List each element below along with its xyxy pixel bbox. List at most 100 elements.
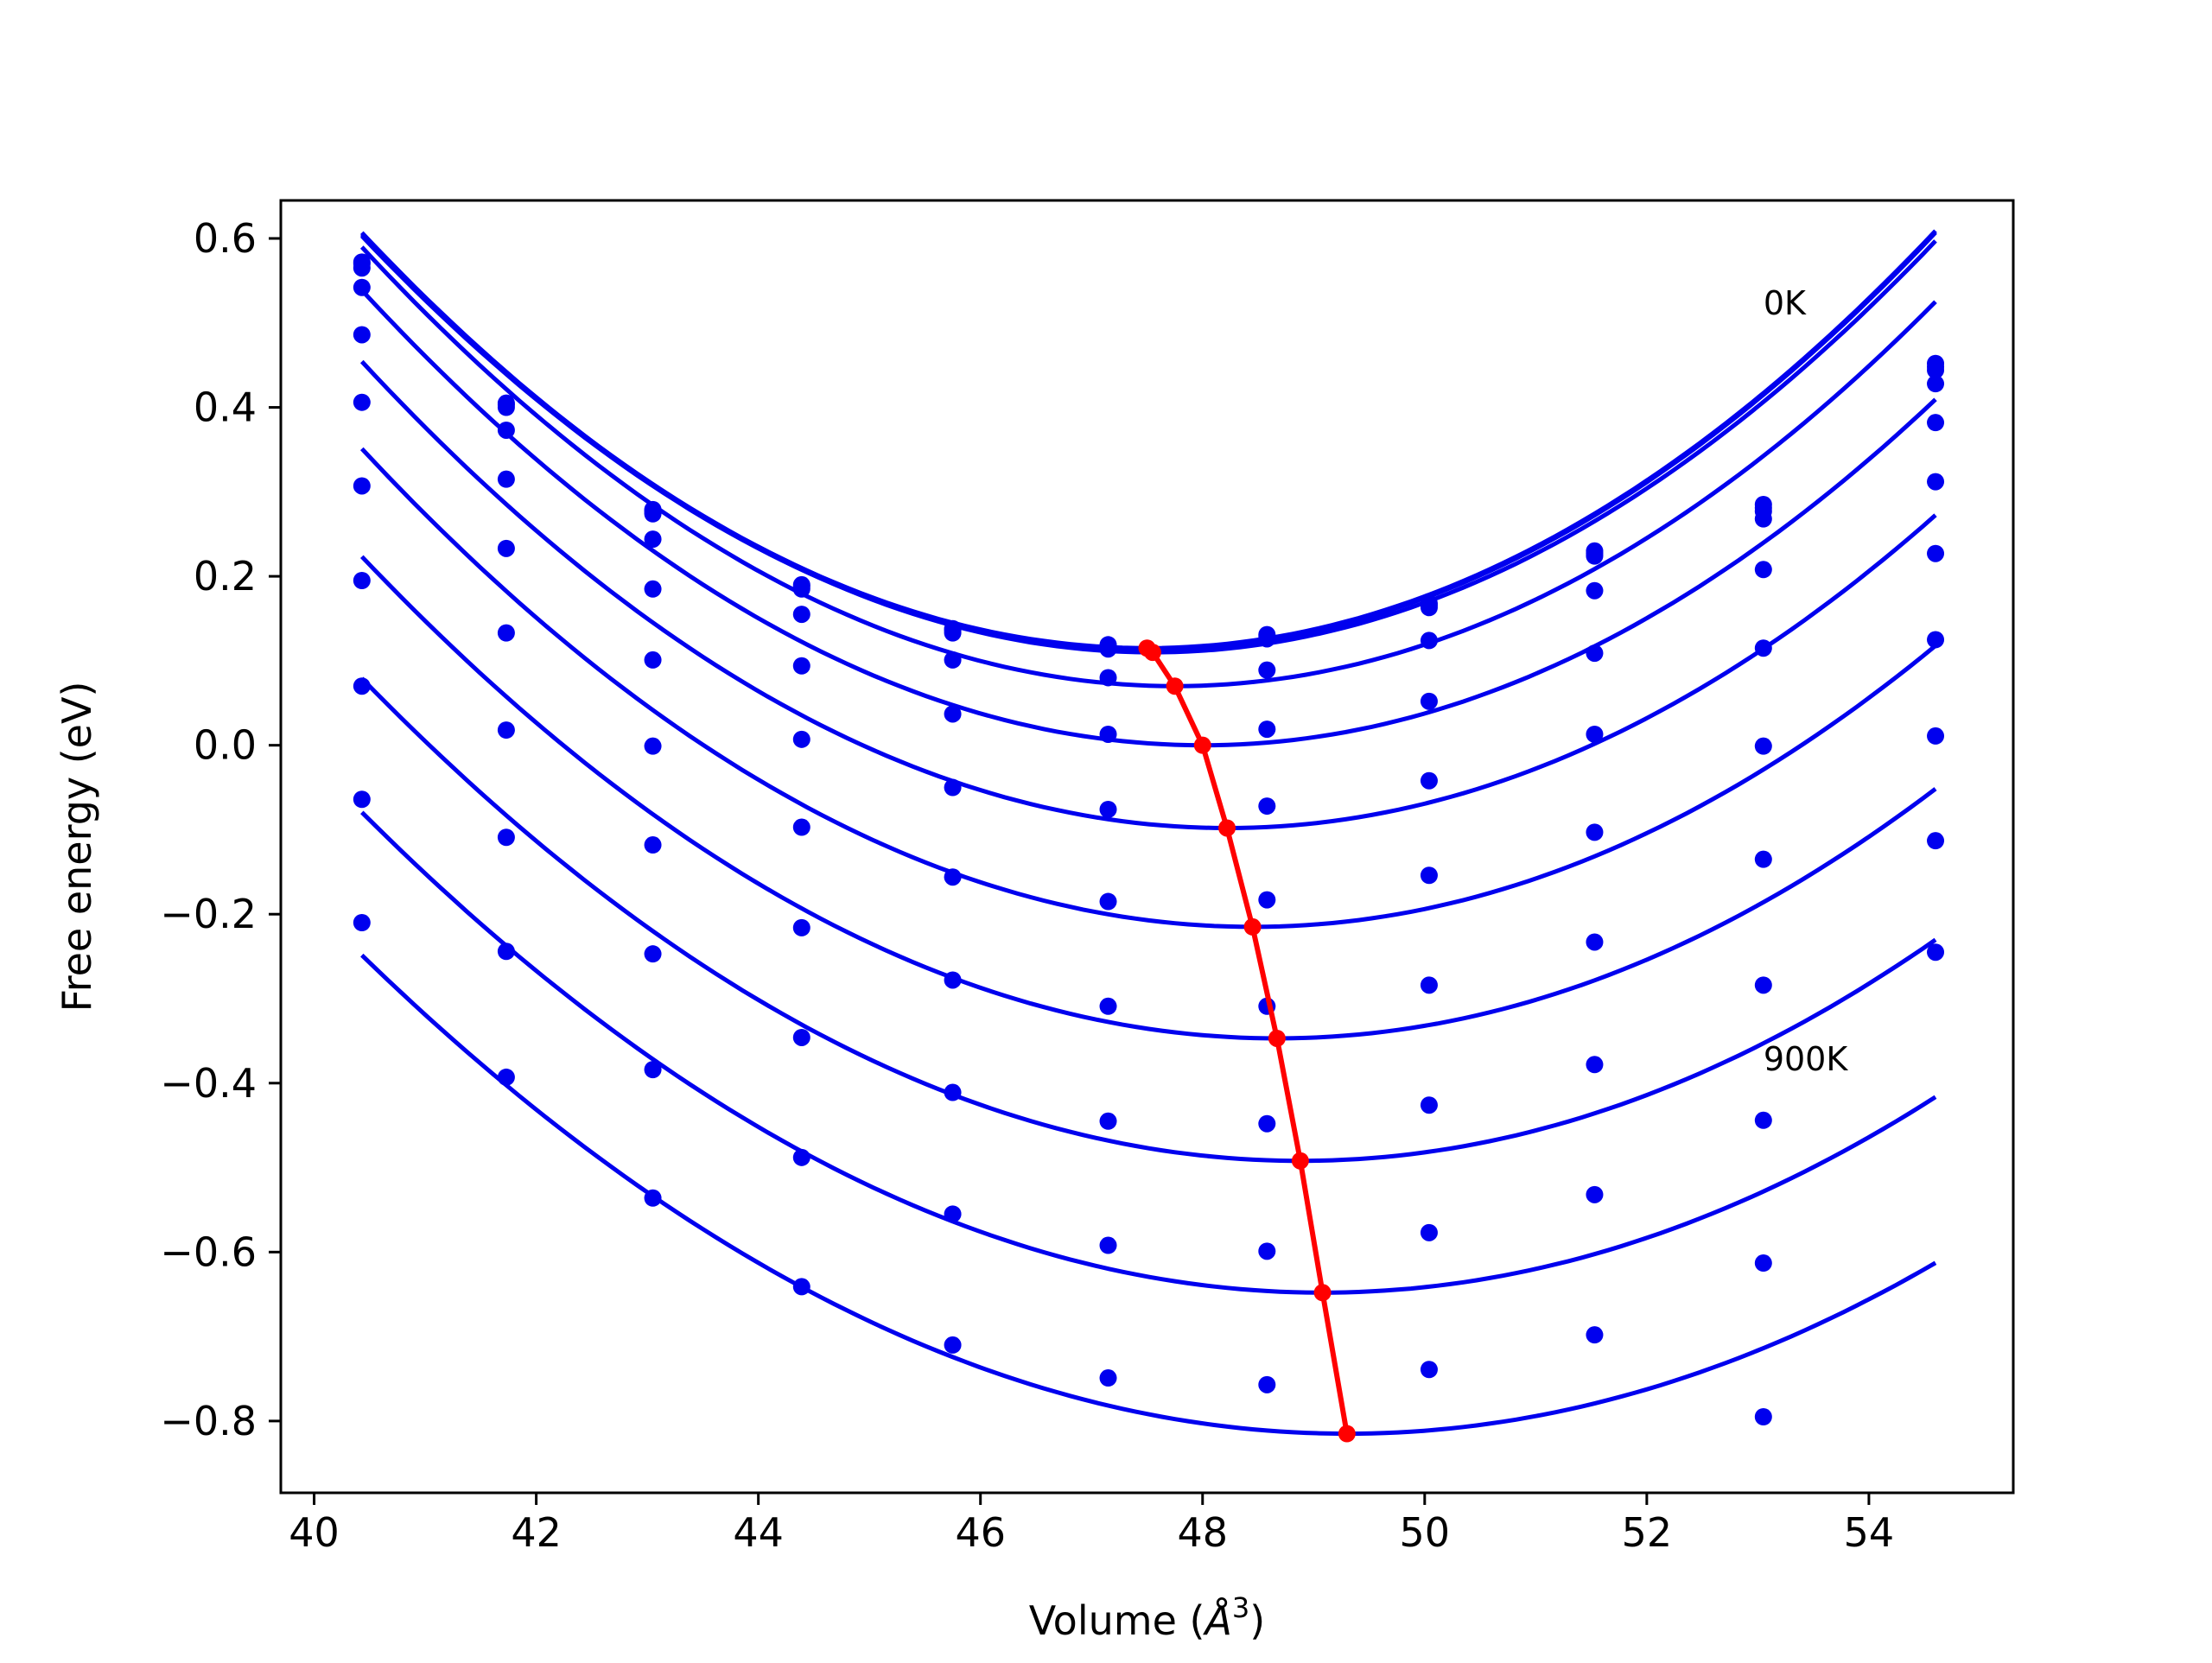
plot-layer: [353, 229, 1945, 1443]
data-point-s3-8: [1586, 581, 1604, 600]
data-point-s5-7: [1420, 771, 1438, 790]
data-point-s2-7: [1420, 599, 1438, 617]
equilibrium-point-7: [1291, 1152, 1309, 1170]
data-point-s7-0: [353, 572, 371, 589]
x-tick-label-1: 42: [511, 1509, 562, 1556]
data-point-s10-1: [497, 1068, 515, 1086]
data-point-s9-8: [1586, 1185, 1604, 1203]
axes-layer: 0K 900K 40 42 44 46 48 50 52 54 0.6 0.4 0.2 0.0 −0.2 −0…: [160, 199, 2015, 1556]
fit-curve-5: [359, 359, 1937, 831]
data-point-s3-9: [1754, 510, 1772, 528]
data-point-s6-7: [1420, 866, 1438, 885]
data-point-s10-8: [1586, 1326, 1604, 1344]
x-tick-label-7: 54: [1844, 1509, 1895, 1556]
data-point-s6-4: [944, 868, 962, 886]
data-point-s9-4: [944, 1205, 962, 1223]
y-tick-label-4: −0.2: [160, 891, 257, 937]
data-point-s2-6: [1258, 630, 1276, 648]
fit-curve-7: [359, 555, 1937, 1041]
data-point-s10-6: [1258, 1375, 1276, 1393]
fit-curve-8: [360, 676, 1937, 1164]
data-point-s8-6: [1258, 1114, 1276, 1133]
data-point-s8-4: [944, 1083, 962, 1101]
x-tick-label-3: 46: [955, 1509, 1006, 1556]
data-point-s4-0: [353, 326, 371, 344]
data-point-s9-0: [353, 790, 371, 809]
x-tick-label-5: 50: [1400, 1509, 1451, 1556]
data-point-s2-4: [944, 624, 962, 642]
data-point-s8-7: [1420, 1096, 1438, 1114]
fit-curve-6: [359, 447, 1937, 930]
data-point-s5-10: [1927, 473, 1945, 491]
data-point-s5-5: [1099, 800, 1117, 818]
x-axis-label: Volume (Å3): [1029, 1591, 1265, 1644]
data-point-s9-6: [1258, 1242, 1276, 1260]
equilibrium-point-8: [1313, 1284, 1332, 1302]
data-point-s7-5: [1099, 997, 1117, 1015]
data-point-s5-3: [792, 730, 810, 748]
data-point-s3-6: [1258, 661, 1276, 679]
data-point-s3-2: [644, 530, 662, 549]
data-point-s10-3: [792, 1278, 810, 1296]
data-point-s4-5: [1099, 725, 1117, 743]
data-point-s7-3: [792, 918, 810, 936]
data-point-s3-1: [497, 421, 515, 439]
data-point-s8-1: [497, 828, 515, 847]
data-point-s8-8: [1586, 1056, 1604, 1074]
data-point-s7-1: [497, 721, 515, 739]
data-point-s2-2: [644, 505, 662, 523]
x-axis-label-unit: Å: [1202, 1597, 1231, 1644]
data-point-s3-7: [1420, 632, 1438, 650]
annotation-1: 900K: [1764, 1040, 1849, 1078]
data-point-s2-10: [1927, 361, 1945, 379]
data-point-s8-2: [644, 945, 662, 963]
data-point-s2-1: [497, 398, 515, 416]
fit-curve-4: [359, 289, 1937, 748]
data-point-s2-5: [1099, 640, 1117, 658]
x-axis-label-text: Volume (: [1029, 1597, 1205, 1644]
data-point-s7-7: [1420, 976, 1438, 994]
data-point-s2-0: [353, 259, 371, 277]
data-point-s9-10: [1927, 832, 1945, 850]
equilibrium-line: [1145, 645, 1350, 1435]
data-point-s6-1: [497, 624, 515, 642]
x-tick-label-6: 52: [1622, 1509, 1673, 1556]
data-point-s8-9: [1754, 976, 1772, 994]
data-point-s10-7: [1420, 1361, 1438, 1379]
data-point-s5-9: [1754, 639, 1772, 657]
x-tick-label-4: 48: [1177, 1509, 1228, 1556]
data-point-s7-10: [1927, 631, 1945, 649]
data-point-s6-3: [792, 818, 810, 836]
data-point-s2-3: [792, 580, 810, 598]
data-point-s5-0: [353, 393, 371, 411]
x-tick-label-0: 40: [289, 1509, 340, 1556]
data-point-s7-9: [1754, 850, 1772, 868]
data-point-s4-6: [1258, 720, 1276, 739]
y-tick-label-0: 0.6: [194, 215, 257, 262]
x-tick-label-2: 44: [733, 1509, 784, 1556]
equilibrium-point-6: [1268, 1029, 1286, 1047]
data-point-s4-1: [497, 470, 515, 488]
data-point-s4-9: [1754, 561, 1772, 579]
y-axis-label: Free energy (eV): [54, 682, 100, 1012]
data-point-s6-0: [353, 477, 371, 495]
data-point-s8-5: [1099, 1112, 1117, 1130]
fit-curve-9: [360, 810, 1937, 1295]
data-point-s10-10: [1927, 943, 1945, 962]
y-tick-label-2: 0.2: [194, 553, 257, 600]
equilibrium-point-4: [1218, 819, 1236, 837]
x-axis-label-close: ): [1249, 1597, 1265, 1644]
data-point-s6-5: [1099, 892, 1117, 911]
data-point-s9-1: [497, 943, 515, 961]
data-point-s8-3: [792, 1028, 810, 1046]
fit-curve-3: [359, 245, 1937, 689]
equilibrium-point-9: [1338, 1425, 1356, 1443]
data-point-s7-8: [1586, 933, 1604, 951]
equilibrium-point-3: [1193, 736, 1211, 754]
data-point-s4-3: [792, 657, 810, 675]
data-point-s8-0: [353, 677, 371, 695]
data-point-s4-10: [1927, 414, 1945, 432]
data-point-s3-10: [1927, 375, 1945, 393]
